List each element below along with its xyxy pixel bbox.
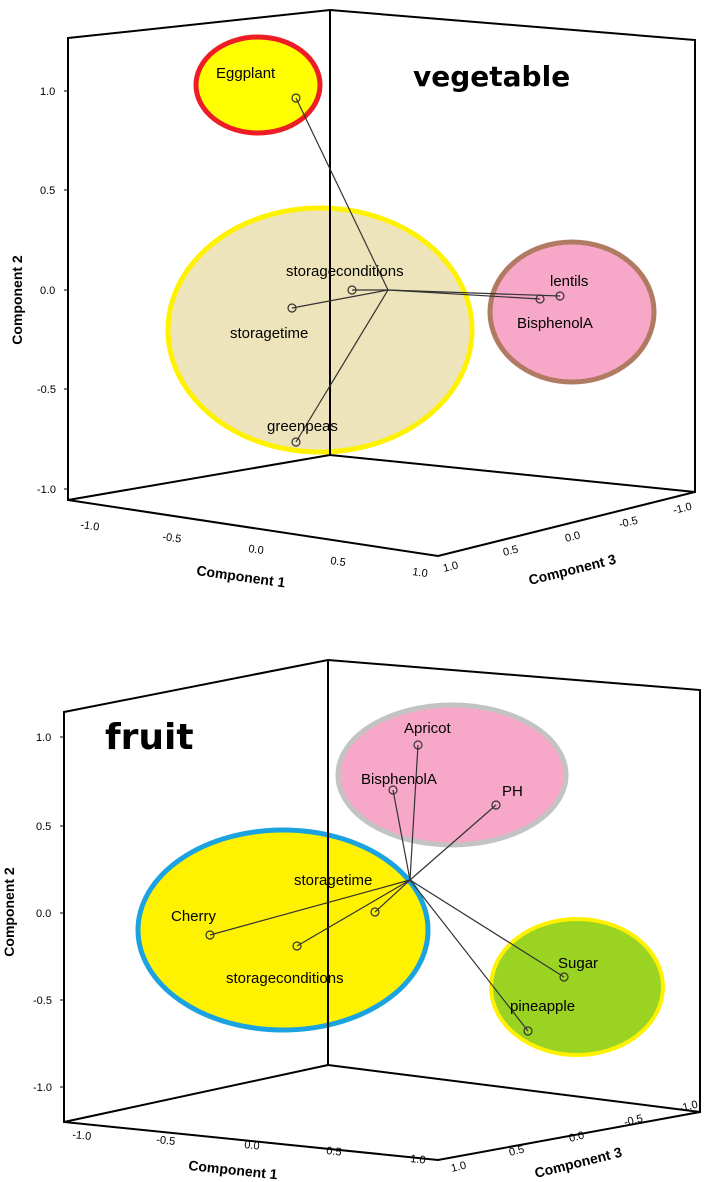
data-point [491, 800, 501, 810]
y-tick-label: 0.0 [40, 285, 55, 297]
loading-vectors [209, 744, 565, 1032]
data-point [287, 303, 297, 313]
point-label: Apricot [404, 720, 452, 737]
x-tick-label: -1.0 [72, 1129, 92, 1143]
z-tick-label: -0.5 [618, 515, 639, 531]
z-axis-title: Component 3 [527, 551, 618, 588]
point-label: greenpeas [267, 418, 338, 435]
data-point [523, 1026, 533, 1036]
z-tick-label: 0.0 [568, 1130, 586, 1145]
y-axis-title: Component 2 [1, 867, 17, 957]
x-axis-ticks: -1.0 -0.5 0.0 0.5 1.0 [72, 1129, 426, 1167]
group-ellipse-storage [165, 205, 475, 455]
point-label: lentils [550, 273, 588, 290]
z-tick-label: 0.0 [564, 530, 582, 545]
z-tick-label: -1.0 [672, 501, 693, 517]
x-axis-title: Component 1 [196, 562, 287, 590]
data-point [292, 941, 302, 951]
point-label: BisphenolA [361, 771, 437, 788]
x-tick-label: 0.0 [244, 1139, 260, 1153]
x-tick-label: 0.5 [326, 1145, 342, 1159]
x-tick-label: 1.0 [410, 1153, 426, 1167]
data-point [291, 93, 301, 103]
group-ellipse-lentils [487, 239, 657, 385]
point-label: Sugar [558, 955, 598, 972]
y-axis-ticks: 1.0 0.5 0.0 -0.5 -1.0 [37, 86, 68, 496]
z-tick-label: 0.5 [508, 1144, 526, 1159]
point-label: PH [502, 783, 523, 800]
point-label: storagetime [294, 872, 372, 889]
group-ellipse-sugar [489, 917, 665, 1057]
x-tick-label: -0.5 [162, 531, 182, 546]
data-point [205, 930, 215, 940]
point-label: Eggplant [216, 65, 276, 82]
y-tick-label: -0.5 [37, 384, 56, 396]
x-axis-ticks: -1.0 -0.5 0.0 0.5 1.0 [80, 519, 429, 580]
y-axis-title: Component 2 [9, 255, 25, 345]
group-ellipse-eggplant [193, 34, 323, 136]
y-tick-label: -0.5 [33, 995, 52, 1007]
x-tick-label: -1.0 [80, 519, 100, 534]
z-tick-label: -1.0 [678, 1099, 699, 1115]
x-tick-label: 0.0 [248, 543, 265, 557]
y-tick-label: 0.5 [36, 821, 51, 833]
point-label: pineapple [510, 998, 575, 1015]
y-tick-label: -1.0 [33, 1082, 52, 1094]
data-point [347, 285, 357, 295]
panel-fruit: Apricot BisphenolA PH storagetime Cherry… [1, 658, 701, 1182]
point-label: storagetime [230, 325, 308, 342]
data-point [559, 972, 569, 982]
point-label: storageconditions [226, 970, 344, 987]
data-point [370, 907, 380, 917]
x-tick-label: -0.5 [156, 1134, 176, 1148]
data-point [413, 740, 423, 750]
x-tick-label: 0.5 [330, 555, 347, 569]
group-ellipse-cherry [135, 827, 431, 1033]
z-axis-title: Component 3 [533, 1144, 624, 1181]
data-point [388, 785, 398, 795]
point-label: storageconditions [286, 263, 404, 280]
loading-vectors [291, 97, 561, 443]
z-axis-ticks: 1.0 0.5 0.0 -0.5 -1.0 [442, 501, 693, 575]
data-point [291, 437, 301, 447]
data-point [555, 291, 565, 301]
data-point [535, 294, 545, 304]
z-tick-label: 1.0 [442, 560, 460, 575]
panel-vegetable: Eggplant storageconditions storagetime g… [9, 8, 696, 590]
point-label: BisphenolA [517, 315, 593, 332]
group-ellipse-apricot [335, 702, 569, 848]
x-tick-label: 1.0 [412, 566, 429, 580]
y-tick-label: 0.0 [36, 908, 51, 920]
y-tick-label: 1.0 [40, 86, 55, 98]
y-axis-ticks: 1.0 0.5 0.0 -0.5 -1.0 [33, 732, 64, 1094]
y-tick-label: -1.0 [37, 484, 56, 496]
x-axis-title: Component 1 [188, 1157, 279, 1182]
panel-title: vegetable [413, 60, 570, 93]
z-tick-label: 0.5 [502, 544, 520, 559]
y-tick-label: 0.5 [40, 185, 55, 197]
z-axis-ticks: 1.0 0.5 0.0 -0.5 -1.0 [450, 1099, 699, 1175]
panel-title: fruit [105, 717, 194, 758]
z-tick-label: -0.5 [623, 1113, 644, 1129]
point-label: Cherry [171, 908, 217, 925]
z-tick-label: 1.0 [450, 1160, 468, 1175]
y-tick-label: 1.0 [36, 732, 51, 744]
